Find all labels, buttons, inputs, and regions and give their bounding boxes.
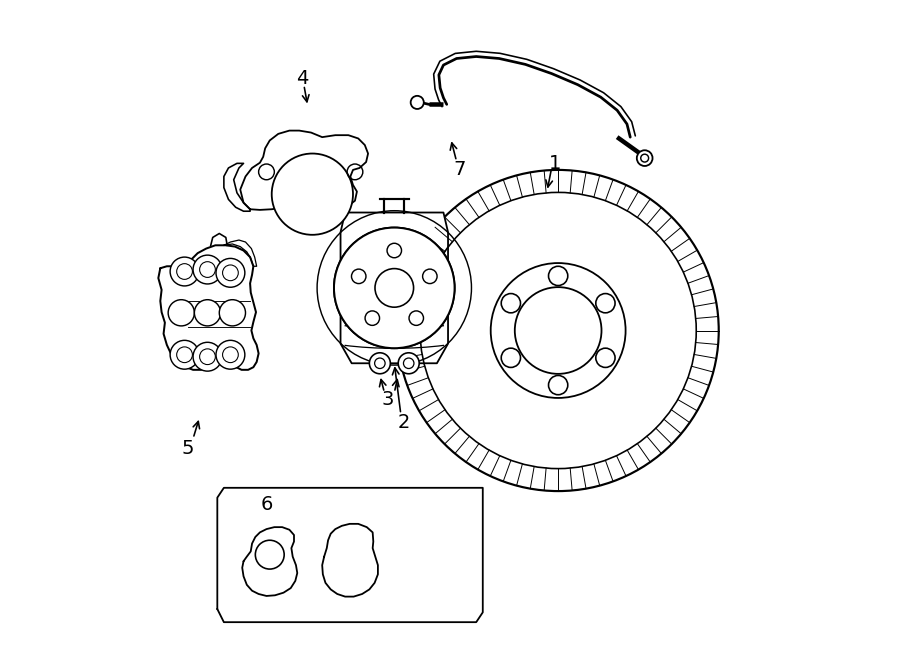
Circle shape bbox=[352, 269, 366, 284]
Polygon shape bbox=[242, 527, 297, 596]
Circle shape bbox=[194, 299, 220, 326]
Circle shape bbox=[515, 287, 601, 374]
Circle shape bbox=[409, 311, 424, 325]
Circle shape bbox=[365, 311, 380, 325]
Text: 3: 3 bbox=[382, 390, 394, 408]
Circle shape bbox=[637, 150, 652, 166]
Circle shape bbox=[256, 540, 284, 569]
Circle shape bbox=[409, 311, 424, 325]
Circle shape bbox=[352, 269, 366, 284]
Circle shape bbox=[272, 153, 353, 235]
Circle shape bbox=[194, 342, 222, 371]
Polygon shape bbox=[224, 163, 250, 212]
Circle shape bbox=[548, 266, 568, 286]
Polygon shape bbox=[340, 213, 448, 364]
Circle shape bbox=[194, 255, 222, 284]
Circle shape bbox=[423, 269, 437, 284]
Circle shape bbox=[398, 353, 419, 373]
Circle shape bbox=[387, 243, 401, 258]
Circle shape bbox=[334, 227, 454, 348]
Circle shape bbox=[170, 257, 199, 286]
Circle shape bbox=[501, 293, 520, 313]
Circle shape bbox=[491, 263, 626, 398]
Circle shape bbox=[423, 269, 437, 284]
Circle shape bbox=[334, 227, 454, 348]
Circle shape bbox=[410, 96, 424, 109]
Circle shape bbox=[596, 348, 615, 368]
Text: 5: 5 bbox=[182, 439, 194, 458]
Polygon shape bbox=[240, 131, 368, 210]
Text: 4: 4 bbox=[296, 69, 309, 88]
Circle shape bbox=[387, 243, 401, 258]
Circle shape bbox=[596, 293, 615, 313]
Circle shape bbox=[220, 299, 246, 326]
Circle shape bbox=[168, 299, 194, 326]
Text: 1: 1 bbox=[549, 154, 561, 173]
Circle shape bbox=[369, 353, 391, 373]
Text: 6: 6 bbox=[260, 494, 273, 514]
Circle shape bbox=[216, 340, 245, 369]
Circle shape bbox=[365, 311, 380, 325]
Circle shape bbox=[501, 348, 520, 368]
Circle shape bbox=[375, 268, 414, 307]
Text: 2: 2 bbox=[398, 412, 410, 432]
Circle shape bbox=[216, 258, 245, 288]
Polygon shape bbox=[322, 524, 378, 597]
Polygon shape bbox=[158, 245, 258, 369]
Circle shape bbox=[398, 170, 719, 491]
Text: 7: 7 bbox=[454, 161, 466, 179]
Circle shape bbox=[170, 340, 199, 369]
Circle shape bbox=[548, 375, 568, 395]
